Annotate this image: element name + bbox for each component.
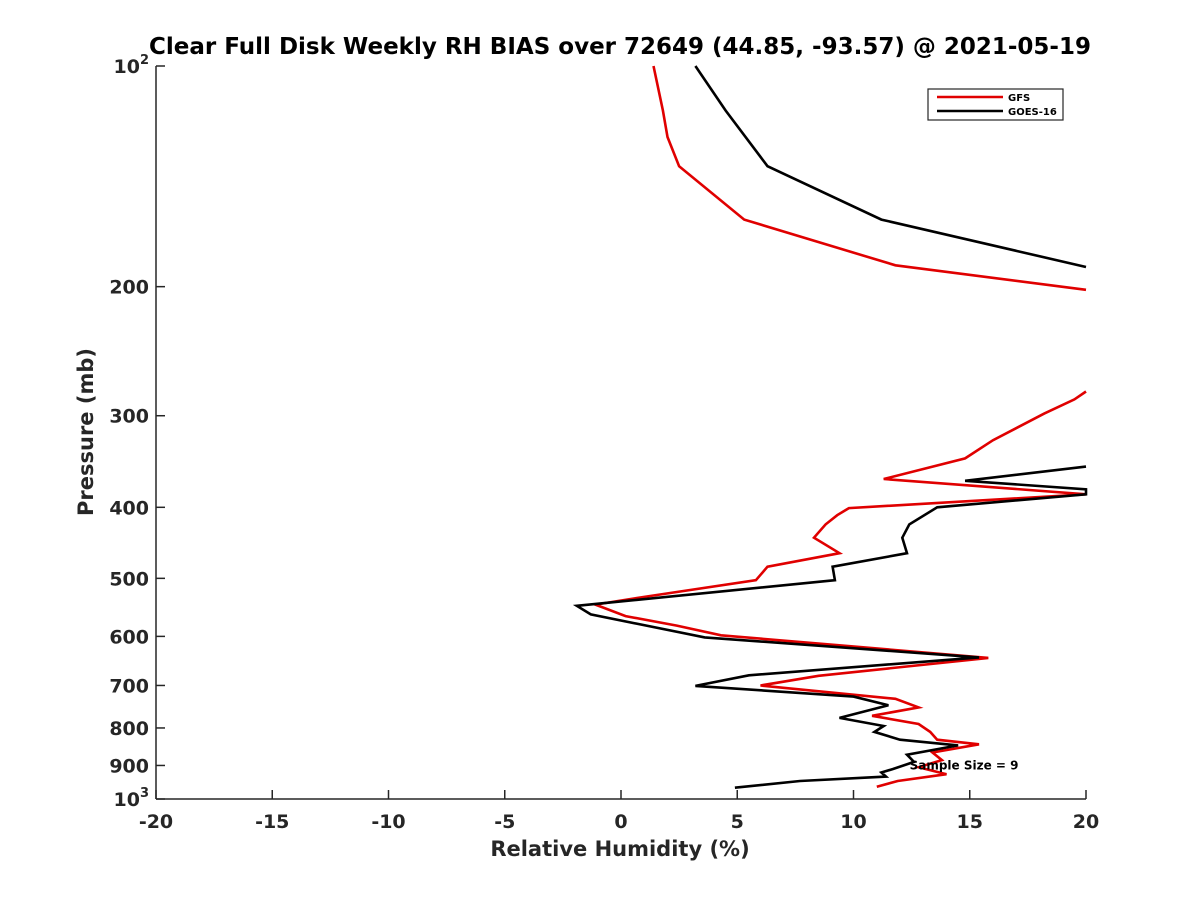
x-tick-label: 0 — [614, 811, 627, 833]
x-tick-label: -5 — [494, 811, 515, 833]
y-tick-exponent: 3 — [140, 786, 149, 801]
y-tick-label: 500 — [109, 568, 149, 590]
ticks-layer: -20 -15 -10 -5 0 5 10 15 20102200300400500600700… — [109, 53, 1099, 833]
y-tick-base: 10 — [114, 789, 140, 811]
x-tick-label: -20 — [139, 811, 173, 833]
y-tick-label: 900 — [109, 755, 149, 777]
y-tick-label: 800 — [109, 718, 149, 740]
x-tick-label: 5 — [731, 811, 744, 833]
series-layer — [572, 65, 1088, 789]
series-gfs-line-1 — [590, 390, 1087, 788]
y-tick-exponent: 2 — [140, 53, 149, 68]
legend-label-goes16: GOES-16 — [1008, 107, 1057, 118]
y-tick-label: 102 — [114, 53, 150, 78]
y-tick-label: 300 — [109, 406, 149, 428]
chart-title: Clear Full Disk Weekly RH BIAS over 7264… — [149, 34, 1091, 60]
y-tick-label: 600 — [109, 626, 149, 648]
legend: GFS GOES-16 — [927, 88, 1064, 121]
x-tick-label: -10 — [371, 811, 405, 833]
x-tick-label: -15 — [255, 811, 289, 833]
x-axis-label: Relative Humidity (%) — [490, 837, 749, 861]
series-gfs-line-0 — [652, 65, 1087, 292]
x-tick-label: 10 — [840, 811, 866, 833]
legend-label-gfs: GFS — [1008, 93, 1030, 104]
y-tick-label: 200 — [109, 277, 149, 299]
series-goes-16-line-0 — [694, 65, 1087, 269]
y-tick-label: 700 — [109, 675, 149, 697]
y-tick-label: 400 — [109, 497, 149, 519]
y-tick-label: 103 — [114, 786, 150, 811]
series-goes-16-line-1 — [572, 465, 1088, 789]
x-tick-label: 20 — [1073, 811, 1099, 833]
legend-box — [927, 88, 1064, 121]
plot-area — [156, 66, 1086, 799]
sample-size-annotation: Sample Size = 9 — [910, 759, 1019, 773]
y-tick-base: 10 — [114, 56, 140, 78]
x-tick-label: 15 — [957, 811, 983, 833]
y-axis-label: Pressure (mb) — [74, 348, 98, 516]
